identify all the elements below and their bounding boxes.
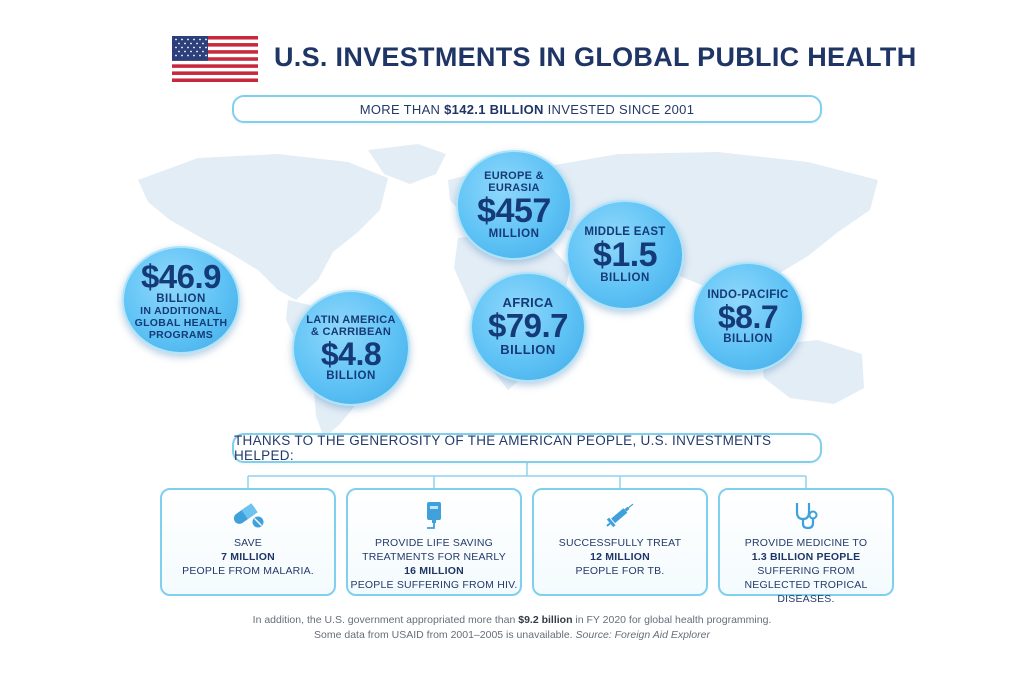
card-text: SUFFERING FROM NEGLECTED TROPICAL DISEAS…: [744, 565, 868, 605]
bubble-indo-pacific: INDO-PACIFIC $8.7 BILLION: [692, 262, 804, 372]
bubble-label: AFRICA: [502, 295, 554, 310]
bubble-unit: BILLION: [156, 292, 206, 305]
bubble-label: INDO-PACIFIC: [707, 289, 789, 301]
thanks-banner: THANKS TO THE GENEROSITY OF THE AMERICAN…: [232, 433, 822, 463]
card-text: PEOPLE FOR TB.: [575, 565, 665, 577]
bubble-latin-america: LATIN AMERICA & CARRIBEAN $4.8 BILLION: [292, 290, 410, 406]
card-text: SAVE: [233, 537, 263, 549]
bubble-amount: $4.8: [320, 336, 382, 372]
footnote-text: Some data from USAID from 2001–2005 is u…: [314, 629, 576, 641]
outcome-card-tb: SUCCESSFULLY TREAT 12 MILLION PEOPLE FOR…: [532, 488, 708, 596]
bubble-europe-eurasia: EUROPE & EURASIA $457 MILLION: [456, 150, 572, 260]
bubble-unit: BILLION: [600, 272, 650, 284]
pill-icon: [233, 503, 264, 528]
bubble-amount: $1.5: [592, 236, 658, 274]
footnote-line-1: In addition, the U.S. government appropr…: [0, 614, 1024, 626]
bubble-sub: IN ADDITIONAL GLOBAL HEALTH PROGRAMS: [134, 304, 228, 341]
page-title: U.S. INVESTMENTS IN GLOBAL PUBLIC HEALTH: [274, 42, 917, 72]
card-highlight: 16 MILLION: [404, 565, 464, 577]
bubble-amount: $46.9: [140, 257, 222, 295]
bubble-amount: $79.7: [487, 307, 569, 344]
bubble-amount: $8.7: [717, 299, 779, 335]
bubble-label: MIDDLE EAST: [584, 226, 666, 238]
bubble-africa: AFRICA $79.7 BILLION: [470, 272, 586, 382]
footnote-text: In addition, the U.S. government appropr…: [252, 614, 519, 626]
summary-amount: $142.1 BILLION: [444, 101, 544, 117]
footnote-line-2: Some data from USAID from 2001–2005 is u…: [0, 629, 1024, 641]
card-text: SUCCESSFULLY TREAT: [558, 537, 682, 549]
card-text: PEOPLE SUFFERING FROM HIV.: [350, 579, 518, 591]
bubble-additional-programs: $46.9 BILLION IN ADDITIONAL GLOBAL HEALT…: [122, 246, 240, 354]
bubble-label: EUROPE & EURASIA: [484, 170, 544, 194]
outcome-card-malaria: SAVE 7 MILLION PEOPLE FROM MALARIA.: [160, 488, 336, 596]
footnote-text: in FY 2020 for global health programming…: [572, 614, 772, 626]
card-text: PROVIDE LIFE SAVING TREATMENTS FOR NEARL…: [362, 537, 506, 563]
iv-bag-icon: [427, 502, 441, 529]
bubble-unit: BILLION: [723, 333, 773, 345]
stethoscope-icon: [795, 503, 818, 530]
summary-suffix: INVESTED SINCE 2001: [543, 101, 695, 117]
card-highlight: 7 MILLION: [221, 551, 275, 563]
card-highlight: 1.3 BILLION PEOPLE: [751, 551, 861, 563]
outcome-card-tropical-diseases: PROVIDE MEDICINE TO 1.3 BILLION PEOPLE S…: [718, 488, 894, 605]
footnote-amount: $9.2 billion: [518, 614, 573, 626]
syringe-icon: [606, 503, 634, 528]
bubble-label: LATIN AMERICA & CARRIBEAN: [306, 314, 396, 338]
summary-prefix: MORE THAN: [359, 101, 445, 117]
bubble-amount: $457: [477, 192, 551, 230]
outcome-card-hiv: PROVIDE LIFE SAVING TREATMENTS FOR NEARL…: [346, 488, 522, 596]
us-flag-icon: [172, 36, 258, 82]
bubble-middle-east: MIDDLE EAST $1.5 BILLION: [566, 200, 684, 310]
bubble-unit: MILLION: [488, 228, 540, 240]
bubble-unit: BILLION: [326, 370, 376, 382]
footnote-source: Source: Foreign Aid Explorer: [575, 629, 710, 641]
card-highlight: 12 MILLION: [590, 551, 650, 563]
card-text: PEOPLE FROM MALARIA.: [182, 565, 314, 577]
card-text: PROVIDE MEDICINE TO: [744, 537, 868, 549]
summary-banner: MORE THAN $142.1 BILLION INVESTED SINCE …: [232, 95, 822, 123]
bubble-unit: BILLION: [500, 342, 556, 357]
